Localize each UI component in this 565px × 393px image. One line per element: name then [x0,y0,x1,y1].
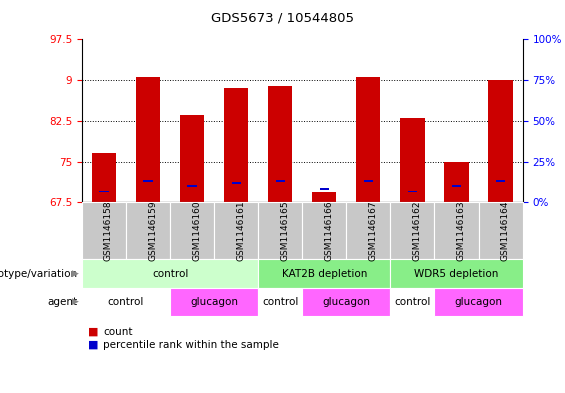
Text: glucagon: glucagon [190,297,238,307]
Bar [357,77,380,202]
Text: GSM1146167: GSM1146167 [368,200,377,261]
Bar [496,180,505,182]
Text: GSM1146166: GSM1146166 [324,200,333,261]
Bar [452,185,461,187]
Bar [180,116,204,202]
Text: glucagon: glucagon [323,297,370,307]
Bar [401,118,424,202]
Text: ■: ■ [88,327,98,337]
Bar [320,188,329,190]
Bar [312,191,336,202]
Text: GSM1146163: GSM1146163 [457,200,466,261]
Text: control: control [262,297,298,307]
Bar [489,80,512,202]
Text: control: control [152,268,188,279]
Text: glucagon: glucagon [455,297,502,307]
Text: GSM1146161: GSM1146161 [236,200,245,261]
Text: agent: agent [47,297,77,307]
Text: WDR5 depletion: WDR5 depletion [414,268,499,279]
Text: ▶: ▶ [72,298,79,306]
Text: GSM1146158: GSM1146158 [104,200,113,261]
Bar [364,180,373,182]
Text: count: count [103,327,133,337]
Text: GDS5673 / 10544805: GDS5673 / 10544805 [211,12,354,25]
Bar [144,180,153,182]
Text: genotype/variation: genotype/variation [0,268,77,279]
Bar [99,191,108,193]
Text: ▶: ▶ [72,269,79,278]
Text: GSM1146164: GSM1146164 [501,201,510,261]
Text: percentile rank within the sample: percentile rank within the sample [103,340,279,350]
Bar [92,153,116,202]
Text: GSM1146165: GSM1146165 [280,200,289,261]
Bar [136,77,160,202]
Bar [445,162,468,202]
Text: GSM1146160: GSM1146160 [192,200,201,261]
Text: GSM1146159: GSM1146159 [148,200,157,261]
Bar [268,86,292,202]
Text: control: control [394,297,431,307]
Bar [224,88,248,202]
Bar [408,191,417,193]
Text: GSM1146162: GSM1146162 [412,201,421,261]
Bar [276,180,285,182]
Bar [188,185,197,187]
Text: ■: ■ [88,340,98,350]
Text: KAT2B depletion: KAT2B depletion [281,268,367,279]
Bar [232,182,241,184]
Text: control: control [108,297,144,307]
